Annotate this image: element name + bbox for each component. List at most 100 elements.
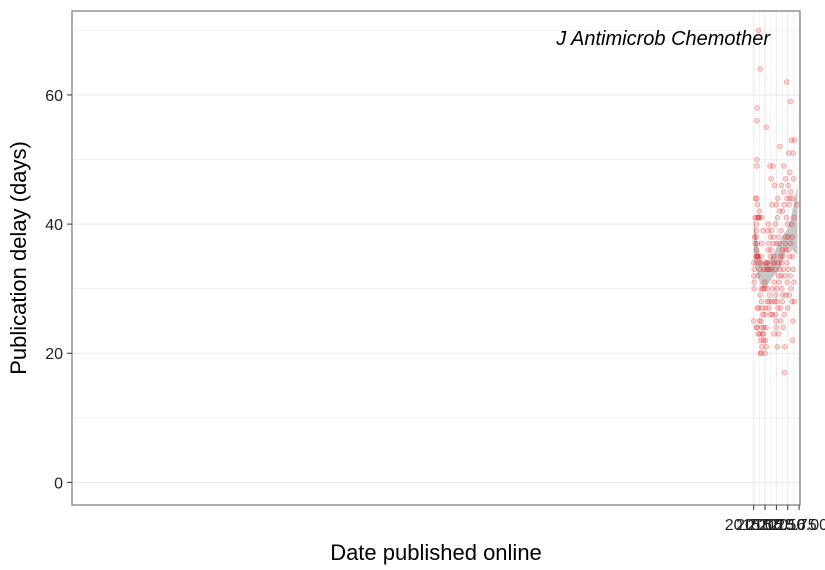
data-point [752,240,758,247]
data-point [787,272,793,279]
data-point [788,285,794,292]
data-point [764,285,771,292]
data-point [758,285,765,292]
data-point [790,150,796,156]
data-point [768,176,774,182]
plot-frame [71,10,801,506]
data-point [770,234,777,240]
data-point [776,240,783,247]
data-point [771,279,777,286]
data-point [794,201,801,208]
data-point [757,350,764,357]
data-point [762,337,769,344]
data-point [785,182,791,189]
data-point [768,247,774,253]
data-point [786,247,792,253]
x-axis-title: Date published online [330,540,542,565]
y-axis-title: Publication delay (days) [6,141,31,375]
data-point [778,182,785,189]
data-point [772,292,779,298]
data-point [775,331,782,337]
data-point [757,337,764,344]
data-point [769,201,775,208]
data-point [789,337,796,344]
data-point [777,318,784,324]
data-point [752,195,759,202]
data-point [781,201,787,208]
data-point [769,285,776,292]
data-point [761,279,768,286]
data-point [783,292,789,298]
axis-ticks [67,94,800,510]
data-point [754,156,760,163]
data-point [770,259,776,266]
data-point [787,98,794,105]
data-point [773,318,779,324]
data-point [791,279,797,286]
data-point [766,305,772,311]
data-point [754,253,761,260]
smooth-confidence-band-layer [753,185,798,289]
data-point [784,279,791,286]
data-point [765,240,772,247]
data-point [769,311,776,318]
data-point [761,266,767,273]
data-point [754,201,761,208]
data-point [764,266,771,273]
data-point [754,240,761,247]
data-point [753,227,760,234]
data-point [783,79,790,85]
data-point [753,253,759,260]
data-point [784,221,791,227]
data-point [784,195,790,202]
data-point [786,201,792,208]
data-point [776,279,782,286]
data-point [763,343,769,350]
data-point [779,247,785,253]
data-point [781,272,788,279]
data-point [776,234,782,240]
x-tick-label: 2016.00 [770,517,825,534]
data-point [774,214,781,221]
data-point [787,240,794,247]
data-point [773,240,780,247]
data-point [753,247,760,253]
data-point [754,305,761,311]
journal-annotation: J Antimicrob Chemother [555,28,771,50]
grid-lines [72,11,800,505]
data-point [781,369,788,376]
data-point [765,227,771,234]
data-point [756,318,763,324]
data-point [770,240,776,247]
x-tick-label: 2015.75 [759,517,817,534]
data-point [780,324,786,331]
data-point [768,227,775,234]
data-point [776,208,783,215]
y-tick-label: 20 [45,346,63,363]
data-point [766,292,773,298]
data-point [764,298,771,305]
data-point [782,343,788,350]
data-point [780,266,787,273]
data-point [772,221,779,227]
data-point [778,285,785,292]
data-point [757,266,763,273]
data-point [788,189,794,195]
data-point [754,105,760,111]
data-point [774,195,781,202]
data-point [759,311,766,318]
data-point [751,279,757,286]
data-point [751,266,757,273]
data-point [755,259,761,266]
data-point [763,124,770,130]
data-point [786,292,793,298]
data-point [760,324,767,331]
data-point [755,253,761,260]
data-point [785,150,792,156]
data-point [777,266,783,273]
data-point [754,118,760,124]
data-point [781,311,788,318]
data-point [760,337,767,344]
